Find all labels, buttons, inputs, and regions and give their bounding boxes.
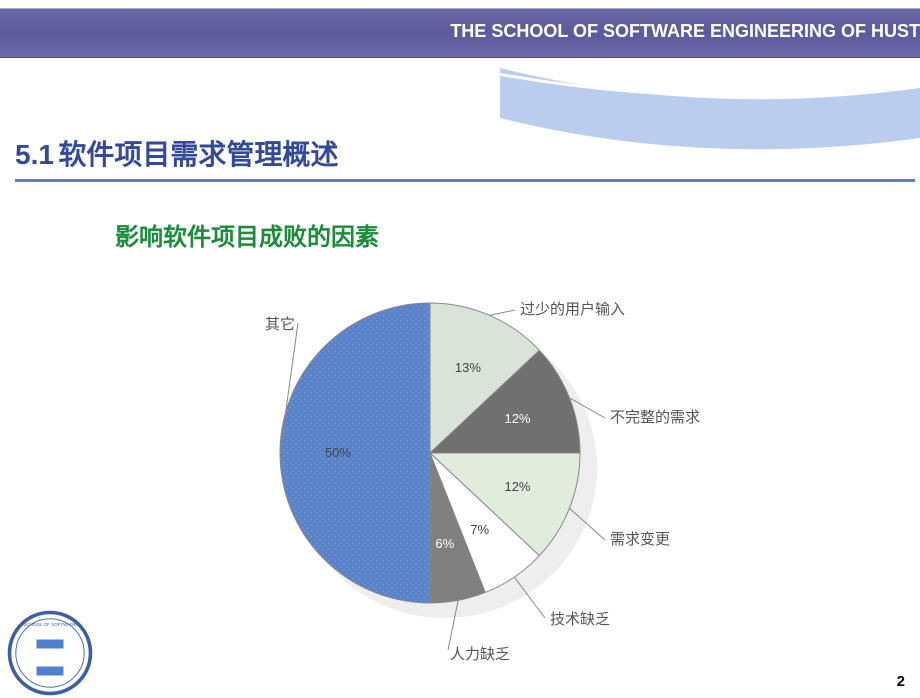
leader-line-0 (490, 310, 515, 315)
pie-svg (250, 278, 800, 678)
pie-pct-2: 12% (504, 479, 530, 494)
subtitle: 影响软件项目成败的因素 (115, 217, 920, 252)
pie-pct-1: 12% (504, 411, 530, 426)
curve-accent (0, 58, 920, 178)
pie-pct-0: 13% (455, 360, 481, 375)
pie-label-0: 过少的用户输入 (520, 298, 625, 319)
pie-chart: 13%过少的用户输入12%不完整的需求12%需求变更7%技术缺乏6%人力缺乏50… (250, 278, 800, 658)
page-number: 2 (897, 673, 905, 690)
pie-label-2: 需求变更 (610, 528, 670, 549)
pie-label-4: 人力缺乏 (450, 643, 510, 664)
pie-label-1: 不完整的需求 (610, 406, 700, 427)
school-logo: SCHOOL OF SOFTWARE (5, 608, 95, 698)
pie-pct-4: 6% (435, 536, 454, 551)
pie-pct-3: 7% (470, 522, 489, 537)
pie-label-5: 其它 (265, 313, 295, 334)
pie-slice-5 (280, 303, 430, 603)
header-text: THE SCHOOL OF SOFTWARE ENGINEERING OF HU… (450, 21, 920, 42)
pie-label-3: 技术缺乏 (550, 608, 610, 629)
header-band: THE SCHOOL OF SOFTWARE ENGINEERING OF HU… (0, 8, 920, 58)
svg-text:SCHOOL OF SOFTWARE: SCHOOL OF SOFTWARE (24, 622, 77, 627)
pie-pct-5: 50% (325, 445, 351, 460)
